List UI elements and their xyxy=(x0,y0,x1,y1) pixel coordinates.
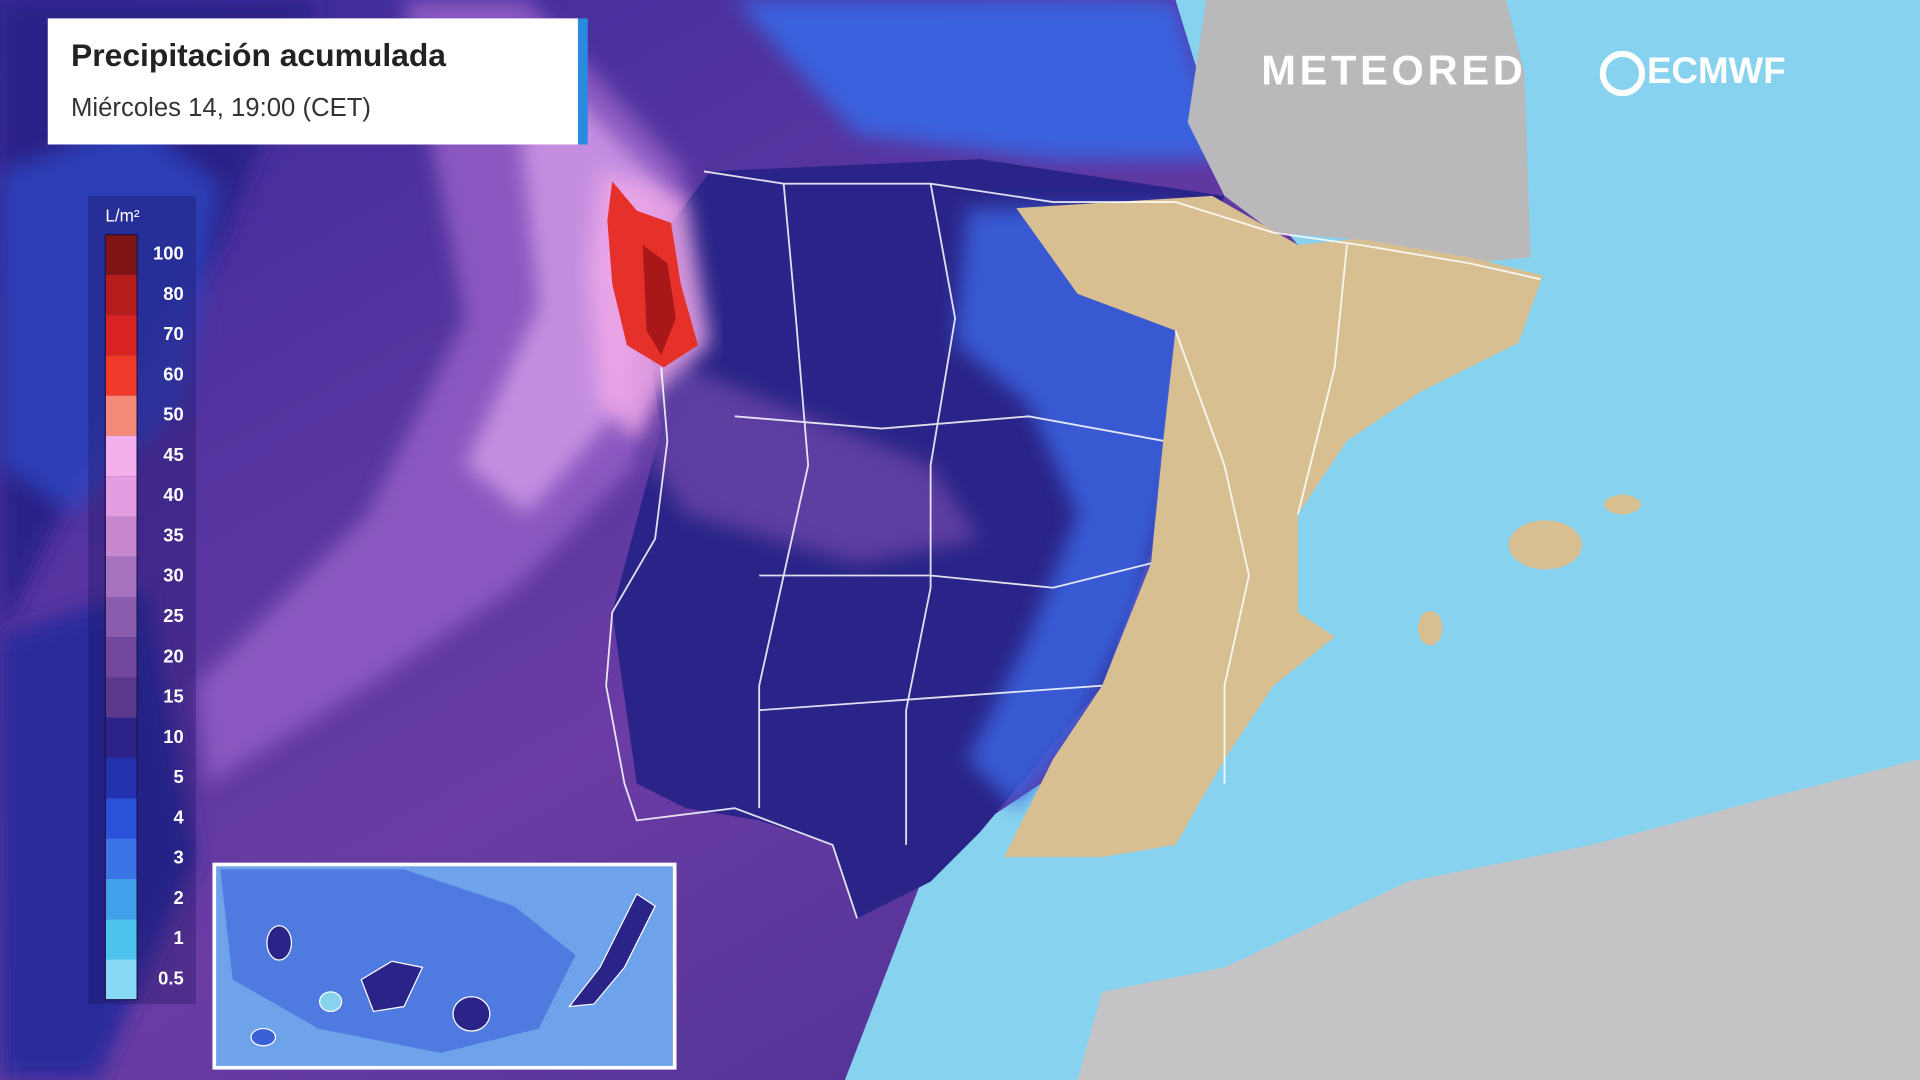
legend-swatch xyxy=(105,717,138,759)
legend-label: 20 xyxy=(163,645,183,666)
legend-label: 80 xyxy=(163,283,183,304)
legend-swatch xyxy=(105,355,138,396)
model-name: ECMWF xyxy=(1647,50,1786,91)
legend-swatch xyxy=(105,476,138,517)
legend-label: 30 xyxy=(163,565,183,586)
precip-darkred xyxy=(642,244,676,356)
legend-swatch xyxy=(105,919,138,960)
legend-label: 50 xyxy=(163,404,183,425)
legend-label: 70 xyxy=(163,323,183,344)
title-box: Precipitación acumulada Miércoles 14, 19… xyxy=(47,18,588,145)
legend-label: 45 xyxy=(163,444,183,465)
legend-label: 1 xyxy=(173,927,183,948)
inset-map xyxy=(212,862,677,1070)
legend-label: 10 xyxy=(163,726,183,747)
legend-swatch xyxy=(105,556,138,598)
legend-label: 25 xyxy=(163,605,183,626)
legend-label: 3 xyxy=(173,847,183,868)
legend-swatch xyxy=(105,395,138,436)
legend-label: 0.5 xyxy=(158,967,184,988)
iberia-east xyxy=(1004,195,1543,858)
legend-swatch xyxy=(105,758,138,799)
model-logo: ECMWF xyxy=(1599,50,1786,97)
legend-swatch xyxy=(105,959,138,1000)
borders xyxy=(605,170,1541,919)
legend-label: 60 xyxy=(163,363,183,384)
legend-swatch xyxy=(105,274,138,316)
legend-frame xyxy=(104,233,138,1001)
legend-swatch xyxy=(105,234,138,275)
balearic-island xyxy=(1417,611,1443,646)
title: Precipitación acumulada xyxy=(71,37,446,73)
brand-logo: METEORED xyxy=(1261,46,1526,93)
legend-label: 4 xyxy=(173,806,184,827)
balearic-island xyxy=(1508,520,1583,570)
legend-label: 100 xyxy=(153,243,184,264)
subtitle: Miércoles 14, 19:00 (CET) xyxy=(71,94,371,122)
legend-swatch xyxy=(105,315,138,356)
legend-label: 35 xyxy=(163,524,183,545)
legend-unit: L/m² xyxy=(105,205,140,225)
legend-swatch xyxy=(105,637,138,678)
legend-swatch xyxy=(105,838,138,879)
africa-land xyxy=(1077,759,1920,1080)
legend-swatch xyxy=(105,878,138,920)
legend-swatch xyxy=(105,516,138,557)
legend-label: 40 xyxy=(163,484,183,505)
legend-swatch xyxy=(105,597,138,638)
precip-band xyxy=(955,208,1213,809)
balearic-island xyxy=(1604,494,1641,515)
legend-label: 5 xyxy=(173,766,183,787)
legend-label: 2 xyxy=(173,887,183,908)
legend-label: 15 xyxy=(163,686,183,707)
legend: L/m² 100 80 70 60 50 45 40 35 30 25 20 15 10 5 4 3 2 1 0.5 xyxy=(88,195,196,1005)
france-land xyxy=(1187,0,1531,264)
legend-swatch xyxy=(105,677,138,718)
legend-swatch xyxy=(105,798,138,839)
legend-swatch xyxy=(105,435,138,477)
